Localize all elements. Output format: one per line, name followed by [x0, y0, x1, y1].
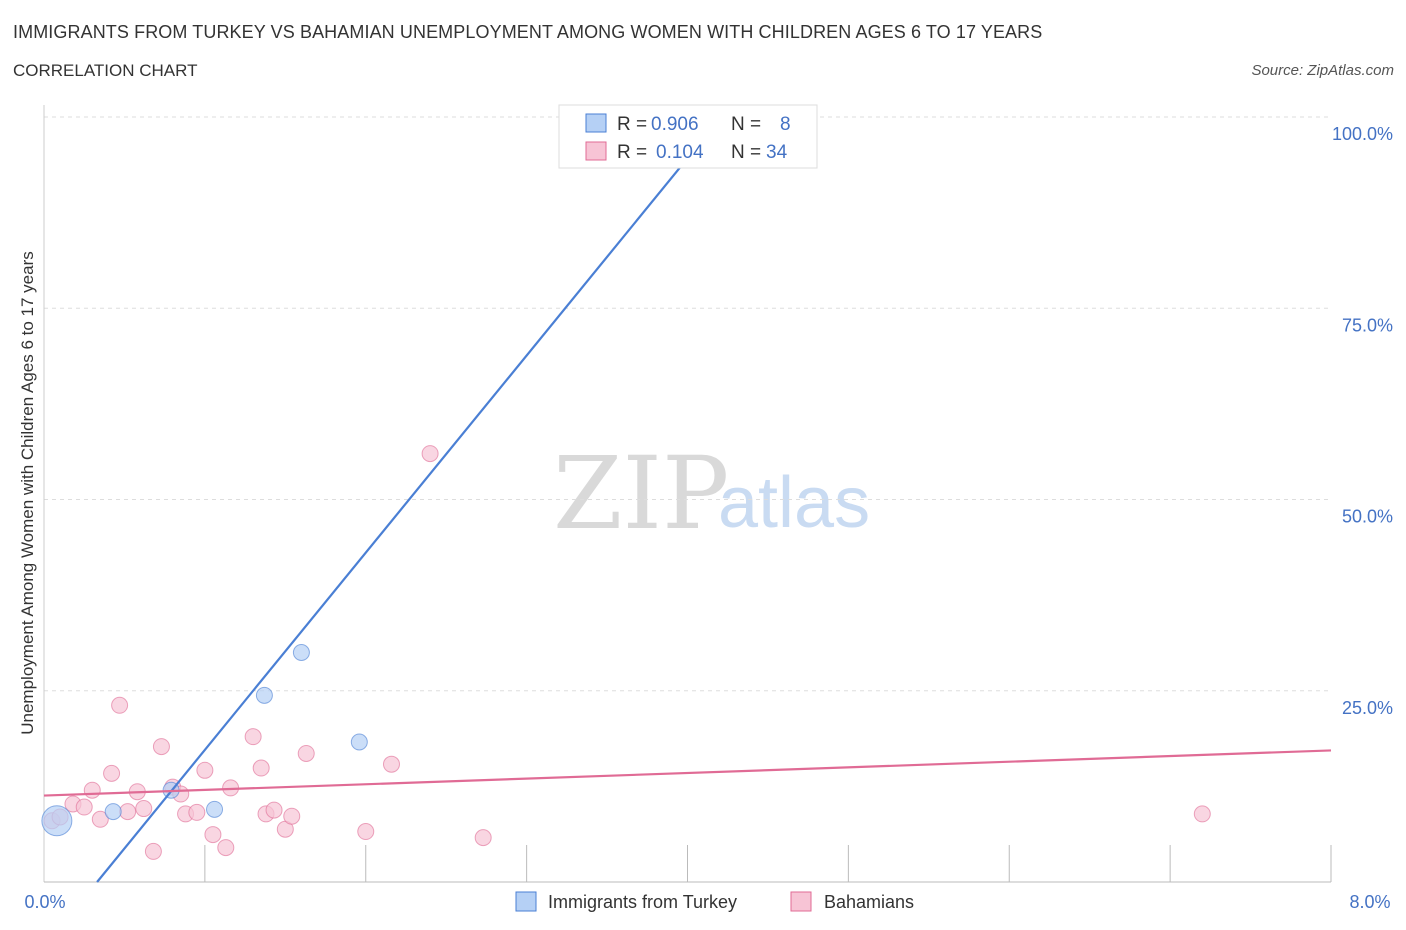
chart-source: Source: ZipAtlas.com	[1251, 62, 1394, 79]
trend-line-bahamians	[43, 749, 1332, 797]
point-bahamians-5	[91, 810, 109, 828]
watermark-atlas: atlas	[718, 463, 870, 543]
stats-n-value-turkey: 8	[780, 114, 791, 135]
trend-line-turkey	[96, 157, 689, 883]
point-bahamians-19	[217, 839, 235, 857]
point-bahamians-24	[265, 801, 283, 819]
x-tick-label-min: 0.0%	[24, 892, 65, 912]
point-bahamians-10	[135, 800, 153, 818]
point-bahamians-3	[75, 798, 93, 816]
gridlines	[44, 116, 1331, 692]
point-turkey-4	[255, 686, 273, 704]
point-turkey-1	[104, 803, 122, 821]
stats-r-value-bahamians: 0.104	[656, 142, 704, 163]
point-bahamians-18	[204, 826, 222, 844]
stats-r-value-turkey: 0.906	[651, 114, 699, 135]
point-bahamians-30	[421, 445, 439, 463]
legend-label-bahamians: Bahamians	[824, 892, 914, 912]
point-bahamians-16	[188, 803, 206, 821]
watermark: ZIP atlas	[553, 435, 870, 552]
point-turkey-6	[350, 733, 368, 751]
series-legend: Immigrants from Turkey Bahamians	[515, 891, 914, 912]
point-bahamians-12	[152, 738, 170, 756]
point-bahamians-26	[283, 807, 301, 825]
stats-r-label-bahamians: R =	[617, 142, 647, 163]
y-tick-label-50: 50.0%	[1342, 507, 1393, 527]
watermark-zip: ZIP	[553, 435, 729, 552]
point-turkey-3	[206, 800, 224, 818]
x-ticks	[204, 845, 1332, 882]
point-bahamians-4	[83, 781, 101, 799]
stats-swatch-turkey	[585, 113, 607, 133]
stats-n-label-bahamians: N =	[731, 142, 761, 163]
chart-title: IMMIGRANTS FROM TURKEY VS BAHAMIAN UNEMP…	[13, 22, 1043, 42]
point-bahamians-29	[382, 755, 400, 773]
point-bahamians-27	[297, 744, 315, 762]
legend-swatch-turkey	[515, 891, 537, 912]
stats-n-value-bahamians: 34	[766, 142, 788, 163]
stats-n-label-turkey: N =	[731, 114, 761, 135]
legend-swatch-bahamians	[790, 891, 812, 912]
point-turkey-0	[41, 805, 73, 837]
point-bahamians-7	[111, 696, 129, 714]
point-bahamians-28	[357, 823, 375, 841]
stats-r-label-turkey: R =	[617, 114, 647, 135]
point-bahamians-6	[103, 764, 121, 782]
legend-label-turkey: Immigrants from Turkey	[548, 892, 737, 912]
point-bahamians-31	[474, 829, 492, 847]
stats-swatch-bahamians	[585, 141, 607, 161]
x-tick-labels: 0.0% 8.0%	[24, 892, 1390, 912]
point-bahamians-22	[252, 759, 270, 777]
y-tick-label-100: 100.0%	[1332, 124, 1393, 144]
point-bahamians-21	[244, 728, 262, 746]
point-bahamians-11	[144, 842, 162, 860]
chart-subtitle: CORRELATION CHART	[13, 61, 198, 80]
point-bahamians-32	[1193, 805, 1211, 823]
point-turkey-5	[292, 644, 310, 661]
y-tick-labels: 100.0% 75.0% 50.0% 25.0%	[1332, 124, 1393, 718]
point-bahamians-8	[119, 803, 137, 821]
y-tick-label-25: 25.0%	[1342, 698, 1393, 718]
point-bahamians-17	[196, 761, 214, 779]
stats-legend: R = 0.906 N = 8 R = 0.104 N = 34	[558, 104, 818, 169]
y-tick-label-75: 75.0%	[1342, 315, 1393, 335]
x-tick-label-max: 8.0%	[1349, 892, 1390, 912]
trend-lines	[43, 157, 1332, 883]
